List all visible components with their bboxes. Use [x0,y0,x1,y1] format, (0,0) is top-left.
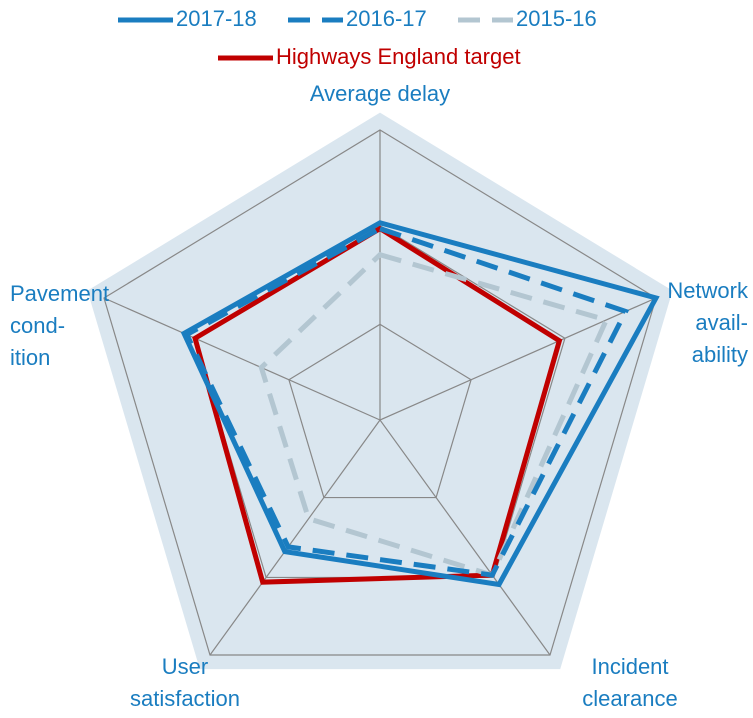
axis-label: clearance [582,686,677,711]
axis-label: Pavement [10,281,109,306]
axis-label: avail- [695,310,748,335]
series-line [180,220,660,588]
grid-spoke [103,297,381,421]
series-line [183,225,630,578]
grid-spoke [379,297,657,421]
grid-ring [288,323,472,499]
legend-label: 2015-16 [516,6,597,31]
legend-label: Highways England target [276,44,521,69]
axis-label: ition [10,345,50,370]
grid-spoke [379,419,551,656]
axis-label: Incident [591,654,668,679]
grid-spoke [209,419,381,656]
series-line [258,251,610,579]
axis-label: ability [692,342,748,367]
legend-label: 2017-18 [176,6,257,31]
axis-label: cond- [10,313,65,338]
axis-label: Network [667,278,749,303]
axis-label: Average delay [310,81,450,106]
series-line [192,225,563,585]
legend-label: 2016-17 [346,6,427,31]
axis-label: satisfaction [130,686,240,711]
grid-ring [103,129,657,656]
axis-label: User [162,654,208,679]
